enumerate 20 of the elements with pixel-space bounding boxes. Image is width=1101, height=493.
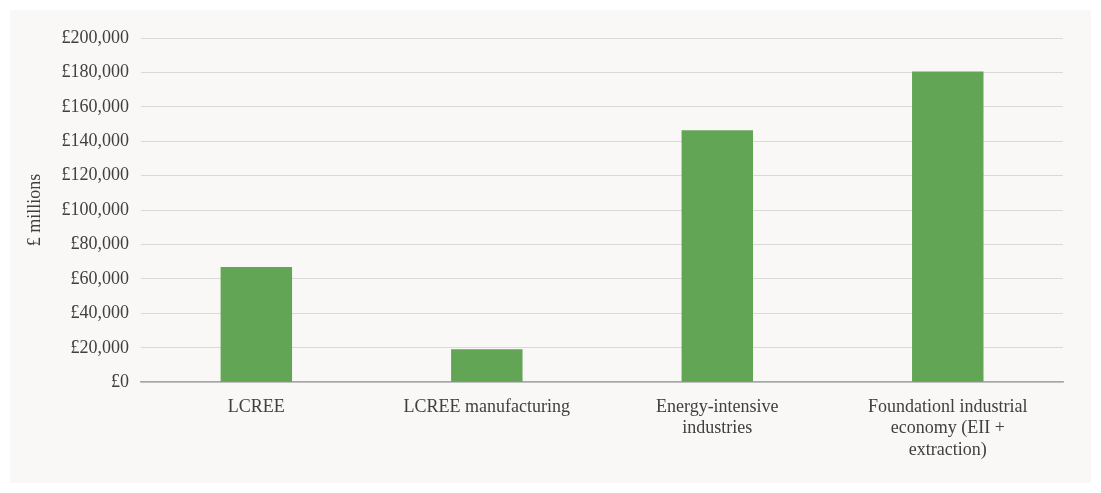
bar	[681, 130, 754, 382]
y-tick-label: £120,000	[61, 164, 130, 185]
x-tick-label: LCREE manufacturing	[403, 395, 571, 416]
y-tick-label: £60,000	[70, 267, 130, 288]
y-tick-label: £20,000	[70, 336, 130, 357]
y-tick-label: £180,000	[61, 61, 130, 82]
bar	[451, 349, 523, 382]
y-tick-label: £40,000	[70, 302, 130, 323]
y-tick-label: £0	[111, 370, 130, 391]
y-tick-label: £200,000	[61, 26, 130, 47]
bar	[220, 266, 293, 382]
x-tick-label: LCREE	[227, 395, 285, 416]
x-tick-label: Foundationl industrial economy (EII + extraction)	[868, 395, 1028, 460]
y-tick-label: £80,000	[70, 233, 130, 254]
bar	[912, 71, 984, 382]
y-tick-label: £160,000	[61, 95, 130, 116]
y-axis-title: £ millions	[23, 173, 44, 247]
y-tick-label: £140,000	[61, 129, 130, 150]
y-tick-label: £100,000	[61, 198, 130, 219]
x-tick-label: Energy-intensive industries	[655, 395, 779, 438]
